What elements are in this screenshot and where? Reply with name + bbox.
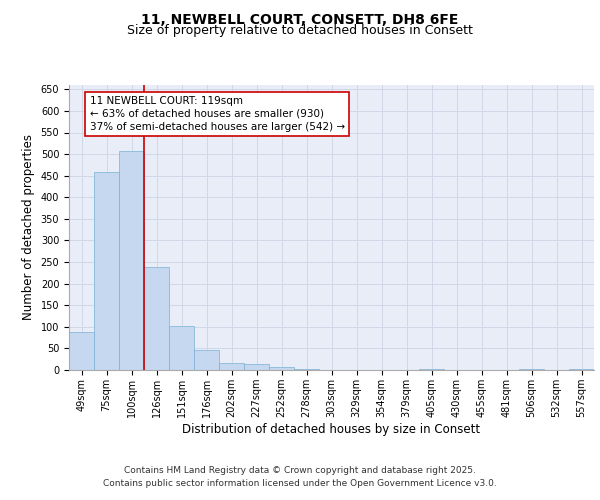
X-axis label: Distribution of detached houses by size in Consett: Distribution of detached houses by size … <box>182 422 481 436</box>
Text: Contains HM Land Registry data © Crown copyright and database right 2025.
Contai: Contains HM Land Registry data © Crown c… <box>103 466 497 487</box>
Text: Size of property relative to detached houses in Consett: Size of property relative to detached ho… <box>127 24 473 37</box>
Bar <box>69 332 94 370</box>
Bar <box>144 267 169 370</box>
Bar <box>194 350 219 370</box>
Bar <box>244 364 269 370</box>
Bar <box>419 368 444 370</box>
Bar <box>569 369 594 370</box>
Text: 11 NEWBELL COURT: 119sqm
← 63% of detached houses are smaller (930)
37% of semi-: 11 NEWBELL COURT: 119sqm ← 63% of detach… <box>89 96 344 132</box>
Bar <box>219 362 244 370</box>
Bar <box>294 369 319 370</box>
Bar <box>519 369 544 370</box>
Bar <box>269 366 294 370</box>
Bar <box>94 172 119 370</box>
Bar <box>119 151 144 370</box>
Bar <box>169 326 194 370</box>
Y-axis label: Number of detached properties: Number of detached properties <box>22 134 35 320</box>
Text: 11, NEWBELL COURT, CONSETT, DH8 6FE: 11, NEWBELL COURT, CONSETT, DH8 6FE <box>142 12 458 26</box>
